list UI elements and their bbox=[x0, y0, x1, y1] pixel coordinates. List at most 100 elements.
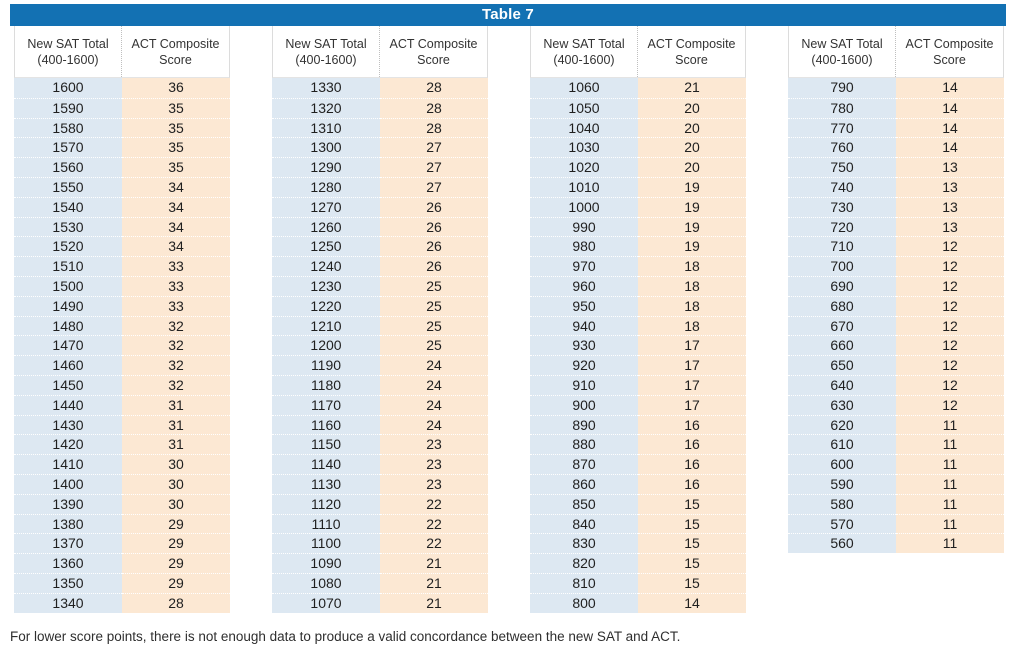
act-score-cell: 30 bbox=[122, 473, 230, 494]
table-row: 1390 30 bbox=[14, 493, 230, 514]
act-score-cell: 12 bbox=[896, 256, 1004, 276]
sat-header-line2: (400-1600) bbox=[37, 53, 99, 67]
sat-score-cell: 1380 bbox=[14, 513, 122, 534]
act-score-cell: 14 bbox=[638, 592, 746, 613]
sat-score-cell: 770 bbox=[788, 117, 896, 138]
table-row: 1070 21 bbox=[272, 592, 488, 613]
sat-score-cell: 1010 bbox=[530, 176, 638, 197]
sat-score-cell: 1520 bbox=[14, 236, 122, 257]
table-row: 830 15 bbox=[530, 533, 746, 554]
sat-score-cell: 940 bbox=[530, 315, 638, 336]
table-row: 1170 24 bbox=[272, 394, 488, 415]
act-score-cell: 21 bbox=[380, 553, 488, 573]
sat-score-cell: 1600 bbox=[14, 78, 122, 98]
act-score-cell: 11 bbox=[896, 454, 1004, 474]
sat-column-header: New SAT Total (400-1600) bbox=[273, 26, 380, 77]
table-row: 910 17 bbox=[530, 374, 746, 395]
table-row: 1080 21 bbox=[272, 572, 488, 593]
act-score-cell: 21 bbox=[380, 572, 488, 593]
table-row: 770 14 bbox=[788, 117, 1004, 138]
table-row: 1600 36 bbox=[14, 78, 230, 98]
act-score-cell: 16 bbox=[638, 473, 746, 494]
table-groups: New SAT Total (400-1600) ACT Composite S… bbox=[10, 26, 1006, 613]
table-row: 940 18 bbox=[530, 315, 746, 336]
table-row: 680 12 bbox=[788, 295, 1004, 316]
sat-score-cell: 610 bbox=[788, 434, 896, 455]
table-row: 1290 27 bbox=[272, 157, 488, 177]
table-row: 1340 28 bbox=[14, 592, 230, 613]
table-row: 960 18 bbox=[530, 275, 746, 296]
table-row: 750 13 bbox=[788, 157, 1004, 177]
act-score-cell: 24 bbox=[380, 355, 488, 375]
act-score-cell: 24 bbox=[380, 394, 488, 415]
sat-score-cell: 1450 bbox=[14, 374, 122, 395]
table-row: 860 16 bbox=[530, 473, 746, 494]
sat-score-cell: 740 bbox=[788, 176, 896, 197]
act-score-cell: 26 bbox=[380, 196, 488, 217]
table-row: 1360 29 bbox=[14, 553, 230, 573]
act-score-cell: 20 bbox=[638, 117, 746, 138]
table-row: 1590 35 bbox=[14, 97, 230, 118]
sat-score-cell: 640 bbox=[788, 374, 896, 395]
act-score-cell: 36 bbox=[122, 78, 230, 98]
sat-score-cell: 1180 bbox=[272, 374, 380, 395]
act-score-cell: 25 bbox=[380, 275, 488, 296]
table-row: 1270 26 bbox=[272, 196, 488, 217]
act-score-cell: 19 bbox=[638, 196, 746, 217]
act-column-header: ACT Composite Score bbox=[896, 26, 1003, 77]
sat-score-cell: 980 bbox=[530, 236, 638, 257]
sat-score-cell: 970 bbox=[530, 256, 638, 276]
sat-header-line2: (400-1600) bbox=[553, 53, 615, 67]
act-score-cell: 16 bbox=[638, 414, 746, 435]
table-row: 1470 32 bbox=[14, 335, 230, 356]
table-row: 1240 26 bbox=[272, 256, 488, 276]
act-score-cell: 11 bbox=[896, 513, 1004, 534]
table-row: 1050 20 bbox=[530, 97, 746, 118]
sat-column-header: New SAT Total (400-1600) bbox=[789, 26, 896, 77]
act-score-cell: 13 bbox=[896, 216, 1004, 237]
act-score-cell: 32 bbox=[122, 315, 230, 336]
score-column-pair: New SAT Total (400-1600) ACT Composite S… bbox=[530, 26, 746, 613]
table-row: 1120 22 bbox=[272, 493, 488, 514]
sat-score-cell: 1050 bbox=[530, 97, 638, 118]
act-score-cell: 12 bbox=[896, 394, 1004, 415]
act-column-header: ACT Composite Score bbox=[122, 26, 229, 77]
sat-score-cell: 1550 bbox=[14, 176, 122, 197]
table-row: 650 12 bbox=[788, 355, 1004, 375]
act-score-cell: 30 bbox=[122, 454, 230, 474]
sat-score-cell: 1000 bbox=[530, 196, 638, 217]
score-column-pair: New SAT Total (400-1600) ACT Composite S… bbox=[14, 26, 230, 613]
table-row: 850 15 bbox=[530, 493, 746, 514]
table-row: 1420 31 bbox=[14, 434, 230, 455]
sat-score-cell: 1540 bbox=[14, 196, 122, 217]
sat-score-cell: 1350 bbox=[14, 572, 122, 593]
act-column-header: ACT Composite Score bbox=[380, 26, 487, 77]
sat-header-line1: New SAT Total bbox=[801, 37, 883, 51]
table-row: 1180 24 bbox=[272, 374, 488, 395]
sat-score-cell: 840 bbox=[530, 513, 638, 534]
sat-score-cell: 1290 bbox=[272, 157, 380, 177]
sat-score-cell: 1150 bbox=[272, 434, 380, 455]
act-score-cell: 24 bbox=[380, 374, 488, 395]
table-row: 1570 35 bbox=[14, 137, 230, 158]
act-score-cell: 33 bbox=[122, 275, 230, 296]
table-row: 790 14 bbox=[788, 78, 1004, 98]
act-score-cell: 17 bbox=[638, 374, 746, 395]
sat-score-cell: 1490 bbox=[14, 295, 122, 316]
sat-score-cell: 1560 bbox=[14, 157, 122, 177]
sat-score-cell: 1370 bbox=[14, 533, 122, 554]
sat-score-cell: 1120 bbox=[272, 493, 380, 514]
sat-score-cell: 700 bbox=[788, 256, 896, 276]
act-score-cell: 29 bbox=[122, 553, 230, 573]
table-row: 1460 32 bbox=[14, 355, 230, 375]
act-score-cell: 26 bbox=[380, 236, 488, 257]
act-header-line2: Score bbox=[417, 53, 450, 67]
table-row: 1410 30 bbox=[14, 454, 230, 474]
act-header-line1: ACT Composite bbox=[905, 37, 994, 51]
sat-score-cell: 760 bbox=[788, 137, 896, 158]
sat-score-cell: 880 bbox=[530, 434, 638, 455]
table-row: 1450 32 bbox=[14, 374, 230, 395]
table-row: 690 12 bbox=[788, 275, 1004, 296]
table-row: 950 18 bbox=[530, 295, 746, 316]
sat-header-line1: New SAT Total bbox=[285, 37, 367, 51]
